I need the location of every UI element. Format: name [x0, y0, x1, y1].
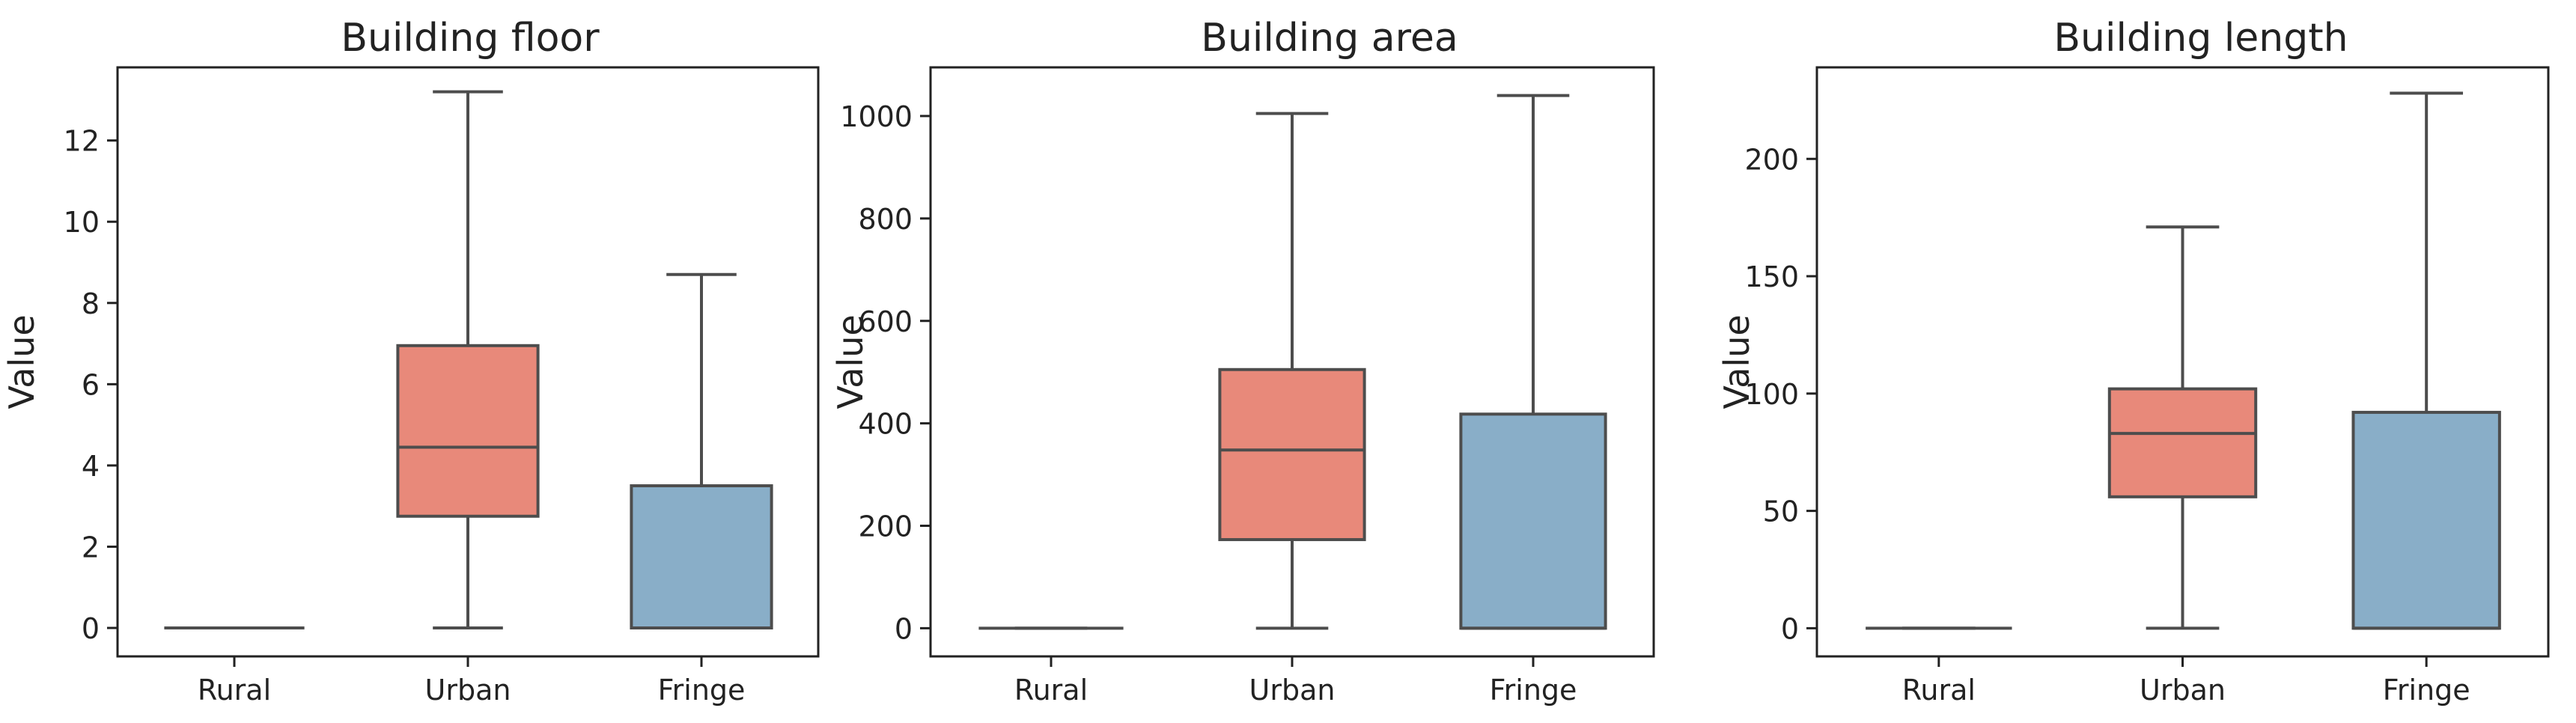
y-tick-label: 0 [82, 612, 100, 645]
box-body [2107, 387, 2258, 498]
y-tick-label: 12 [64, 125, 100, 158]
y-tick-label: 200 [1744, 143, 1799, 176]
subplot-title: Building floor [341, 16, 600, 61]
x-tick-label: Urban [425, 674, 511, 707]
box-fringe [630, 272, 773, 630]
axes-frame [929, 66, 1655, 658]
y-tick-label: 400 [858, 408, 913, 441]
y-axis-label: Value [1, 314, 42, 409]
axes-frame [116, 66, 820, 658]
y-tick-label: 6 [82, 368, 100, 401]
y-tick-label: 8 [82, 287, 100, 320]
axes-frame [1815, 66, 2550, 658]
x-tick-label: Fringe [658, 674, 746, 707]
subplot-1: Building floor Value 0 2 4 6 8 10 12 Rural Urban Fr… [1, 16, 820, 707]
x-tick-label: Urban [2140, 674, 2226, 707]
subplot-2: Building area Value 0 200 400 600 800 1000 Rural… [830, 16, 1655, 707]
x-tick-label: Rural [1902, 674, 1976, 707]
box-body [630, 484, 773, 630]
box-fringe [2351, 91, 2501, 630]
y-tick-label: 4 [82, 450, 100, 483]
box-body [1218, 367, 1366, 541]
y-tick-label: 50 [1763, 495, 1799, 528]
subplot-title: Building area [1201, 16, 1458, 61]
y-tick-label: 100 [1744, 378, 1799, 411]
y-tick-label: 800 [858, 203, 913, 236]
y-tick-label: 0 [895, 612, 913, 645]
x-tick-label: Rural [198, 674, 271, 707]
y-tick-label: 200 [858, 510, 913, 543]
y-tick-label: 150 [1744, 260, 1799, 293]
box-body [1459, 412, 1607, 630]
x-tick-label: Fringe [2383, 674, 2470, 707]
y-axis-label: Value [830, 314, 871, 409]
x-tick-label: Urban [1249, 674, 1336, 707]
y-axis-label: Value [1717, 314, 1757, 409]
box-urban [2107, 225, 2258, 630]
box-fringe [1459, 94, 1607, 630]
subplot-title: Building length [2053, 16, 2348, 61]
box-body [396, 344, 540, 518]
y-tick-label: 10 [64, 206, 100, 239]
box-urban [1218, 112, 1366, 630]
box-body [2351, 410, 2501, 630]
y-tick-label: 2 [82, 531, 100, 564]
y-tick-label: 0 [1781, 612, 1799, 645]
subplot-3: Building length Value 0 50 100 150 200 Rural Urb… [1717, 16, 2550, 707]
box-urban [396, 90, 540, 630]
y-tick-label: 600 [858, 305, 913, 338]
x-tick-label: Fringe [1490, 674, 1577, 707]
x-tick-label: Rural [1014, 674, 1088, 707]
y-tick-label: 1000 [840, 100, 913, 133]
